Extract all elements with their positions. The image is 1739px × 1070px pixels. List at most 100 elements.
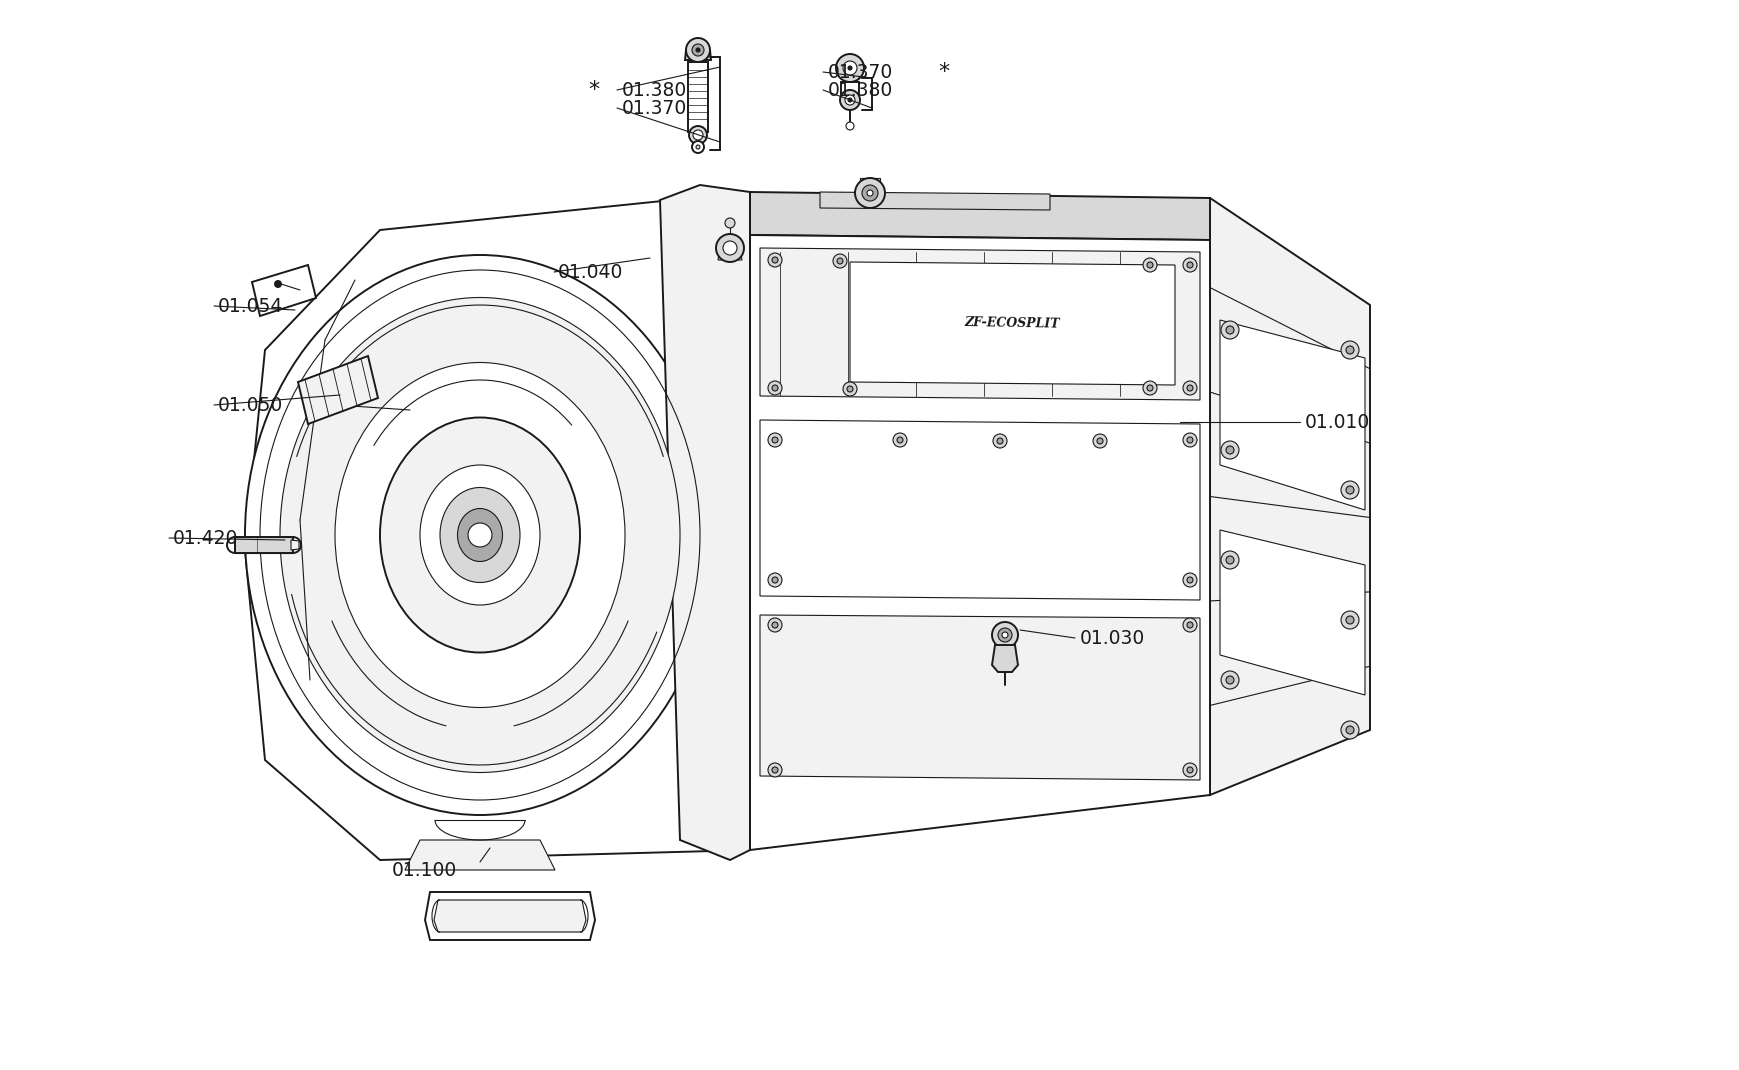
- Circle shape: [1183, 433, 1196, 447]
- Circle shape: [723, 241, 737, 255]
- Circle shape: [847, 98, 852, 102]
- Circle shape: [715, 234, 744, 262]
- Ellipse shape: [245, 255, 715, 815]
- Circle shape: [767, 381, 781, 395]
- Circle shape: [685, 39, 710, 62]
- Text: 01.380: 01.380: [621, 80, 687, 100]
- Circle shape: [1346, 727, 1353, 734]
- Circle shape: [847, 386, 852, 392]
- Polygon shape: [750, 235, 1209, 850]
- Polygon shape: [433, 900, 586, 932]
- Polygon shape: [850, 262, 1174, 385]
- Polygon shape: [760, 248, 1200, 400]
- Circle shape: [692, 129, 703, 140]
- Circle shape: [275, 281, 280, 287]
- Circle shape: [1346, 486, 1353, 494]
- Circle shape: [689, 126, 706, 144]
- Circle shape: [892, 433, 906, 447]
- Polygon shape: [252, 265, 316, 316]
- Polygon shape: [405, 840, 555, 870]
- Polygon shape: [379, 190, 1379, 850]
- Circle shape: [1186, 385, 1193, 391]
- Ellipse shape: [336, 363, 624, 707]
- Circle shape: [1226, 326, 1233, 334]
- Polygon shape: [718, 248, 741, 260]
- Circle shape: [772, 257, 777, 263]
- Circle shape: [1226, 676, 1233, 684]
- Circle shape: [1346, 346, 1353, 354]
- Circle shape: [1186, 262, 1193, 268]
- Circle shape: [1221, 551, 1238, 569]
- Circle shape: [1092, 434, 1106, 448]
- Circle shape: [696, 146, 699, 149]
- Circle shape: [1221, 441, 1238, 459]
- Circle shape: [772, 767, 777, 773]
- Text: 01.030: 01.030: [1080, 628, 1144, 647]
- Polygon shape: [760, 421, 1200, 600]
- Bar: [687, 62, 708, 132]
- Polygon shape: [1209, 198, 1369, 795]
- Circle shape: [1221, 321, 1238, 339]
- Circle shape: [1341, 482, 1358, 499]
- Polygon shape: [245, 192, 750, 860]
- Text: 01.010: 01.010: [1304, 413, 1370, 431]
- Text: 01.420: 01.420: [172, 529, 238, 548]
- Circle shape: [1143, 258, 1156, 272]
- Polygon shape: [290, 540, 299, 550]
- Circle shape: [840, 90, 859, 110]
- Polygon shape: [760, 615, 1200, 780]
- Circle shape: [842, 382, 857, 396]
- Circle shape: [1226, 446, 1233, 454]
- Ellipse shape: [457, 508, 503, 562]
- Text: 01.100: 01.100: [391, 860, 457, 880]
- Polygon shape: [750, 192, 1209, 240]
- Circle shape: [767, 618, 781, 632]
- Circle shape: [468, 523, 492, 547]
- Bar: [235, 537, 292, 553]
- Polygon shape: [991, 645, 1017, 672]
- Circle shape: [1143, 381, 1156, 395]
- Text: 01.370: 01.370: [621, 98, 687, 118]
- Circle shape: [1186, 767, 1193, 773]
- Circle shape: [725, 218, 734, 228]
- Circle shape: [845, 95, 854, 105]
- Ellipse shape: [379, 417, 579, 653]
- Circle shape: [833, 254, 847, 268]
- Circle shape: [1341, 611, 1358, 629]
- Circle shape: [836, 258, 842, 264]
- Circle shape: [996, 438, 1002, 444]
- Polygon shape: [1219, 320, 1363, 510]
- Polygon shape: [819, 192, 1049, 210]
- Bar: [859, 178, 880, 193]
- Circle shape: [845, 122, 854, 129]
- Circle shape: [1346, 616, 1353, 624]
- Circle shape: [1186, 437, 1193, 443]
- Polygon shape: [1219, 530, 1363, 696]
- Polygon shape: [685, 50, 711, 60]
- Circle shape: [1183, 574, 1196, 587]
- Polygon shape: [297, 356, 377, 424]
- Text: *: *: [588, 80, 600, 100]
- Circle shape: [854, 178, 885, 208]
- Circle shape: [835, 54, 864, 82]
- Circle shape: [1186, 577, 1193, 583]
- Circle shape: [772, 385, 777, 391]
- Circle shape: [1226, 556, 1233, 564]
- Circle shape: [897, 437, 903, 443]
- Circle shape: [692, 141, 704, 153]
- Ellipse shape: [419, 465, 539, 605]
- Circle shape: [767, 574, 781, 587]
- Circle shape: [1186, 622, 1193, 628]
- Text: 01.040: 01.040: [558, 262, 623, 281]
- Text: 01.054: 01.054: [217, 296, 283, 316]
- Ellipse shape: [280, 297, 680, 773]
- Circle shape: [1002, 632, 1007, 638]
- Circle shape: [861, 185, 878, 201]
- Polygon shape: [659, 185, 750, 860]
- Text: 01.370: 01.370: [828, 62, 892, 81]
- Circle shape: [847, 66, 852, 70]
- Circle shape: [1183, 618, 1196, 632]
- Circle shape: [767, 433, 781, 447]
- Circle shape: [767, 253, 781, 268]
- Circle shape: [772, 577, 777, 583]
